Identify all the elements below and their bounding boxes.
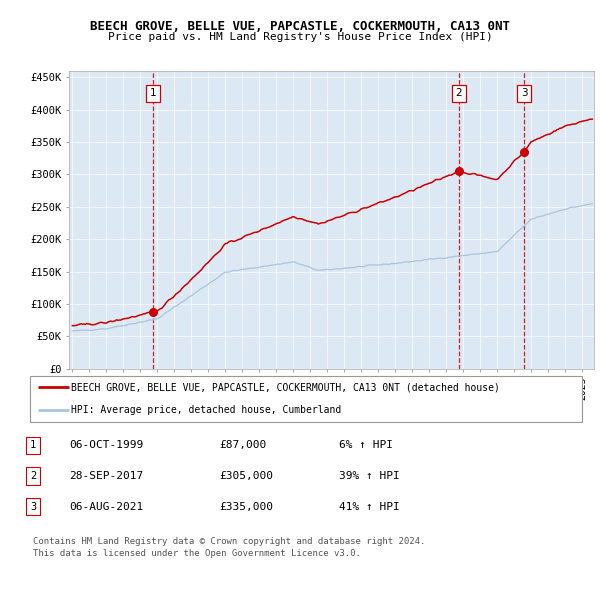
Text: 1: 1 [150,88,157,99]
Text: 41% ↑ HPI: 41% ↑ HPI [339,502,400,512]
Text: BEECH GROVE, BELLE VUE, PAPCASTLE, COCKERMOUTH, CA13 0NT (detached house): BEECH GROVE, BELLE VUE, PAPCASTLE, COCKE… [71,382,500,392]
Text: This data is licensed under the Open Government Licence v3.0.: This data is licensed under the Open Gov… [33,549,361,558]
Text: £87,000: £87,000 [219,441,266,450]
Text: £305,000: £305,000 [219,471,273,481]
Text: 1: 1 [30,441,36,450]
Text: £335,000: £335,000 [219,502,273,512]
Text: 2: 2 [455,88,462,99]
Text: Contains HM Land Registry data © Crown copyright and database right 2024.: Contains HM Land Registry data © Crown c… [33,537,425,546]
Text: HPI: Average price, detached house, Cumberland: HPI: Average price, detached house, Cumb… [71,405,341,415]
Text: Price paid vs. HM Land Registry's House Price Index (HPI): Price paid vs. HM Land Registry's House … [107,32,493,42]
Text: 06-OCT-1999: 06-OCT-1999 [69,441,143,450]
Text: 2: 2 [30,471,36,481]
FancyBboxPatch shape [30,376,582,422]
Text: 6% ↑ HPI: 6% ↑ HPI [339,441,393,450]
Text: 39% ↑ HPI: 39% ↑ HPI [339,471,400,481]
Text: BEECH GROVE, BELLE VUE, PAPCASTLE, COCKERMOUTH, CA13 0NT: BEECH GROVE, BELLE VUE, PAPCASTLE, COCKE… [90,20,510,33]
Text: 28-SEP-2017: 28-SEP-2017 [69,471,143,481]
Text: 06-AUG-2021: 06-AUG-2021 [69,502,143,512]
Text: 3: 3 [521,88,527,99]
Text: 3: 3 [30,502,36,512]
